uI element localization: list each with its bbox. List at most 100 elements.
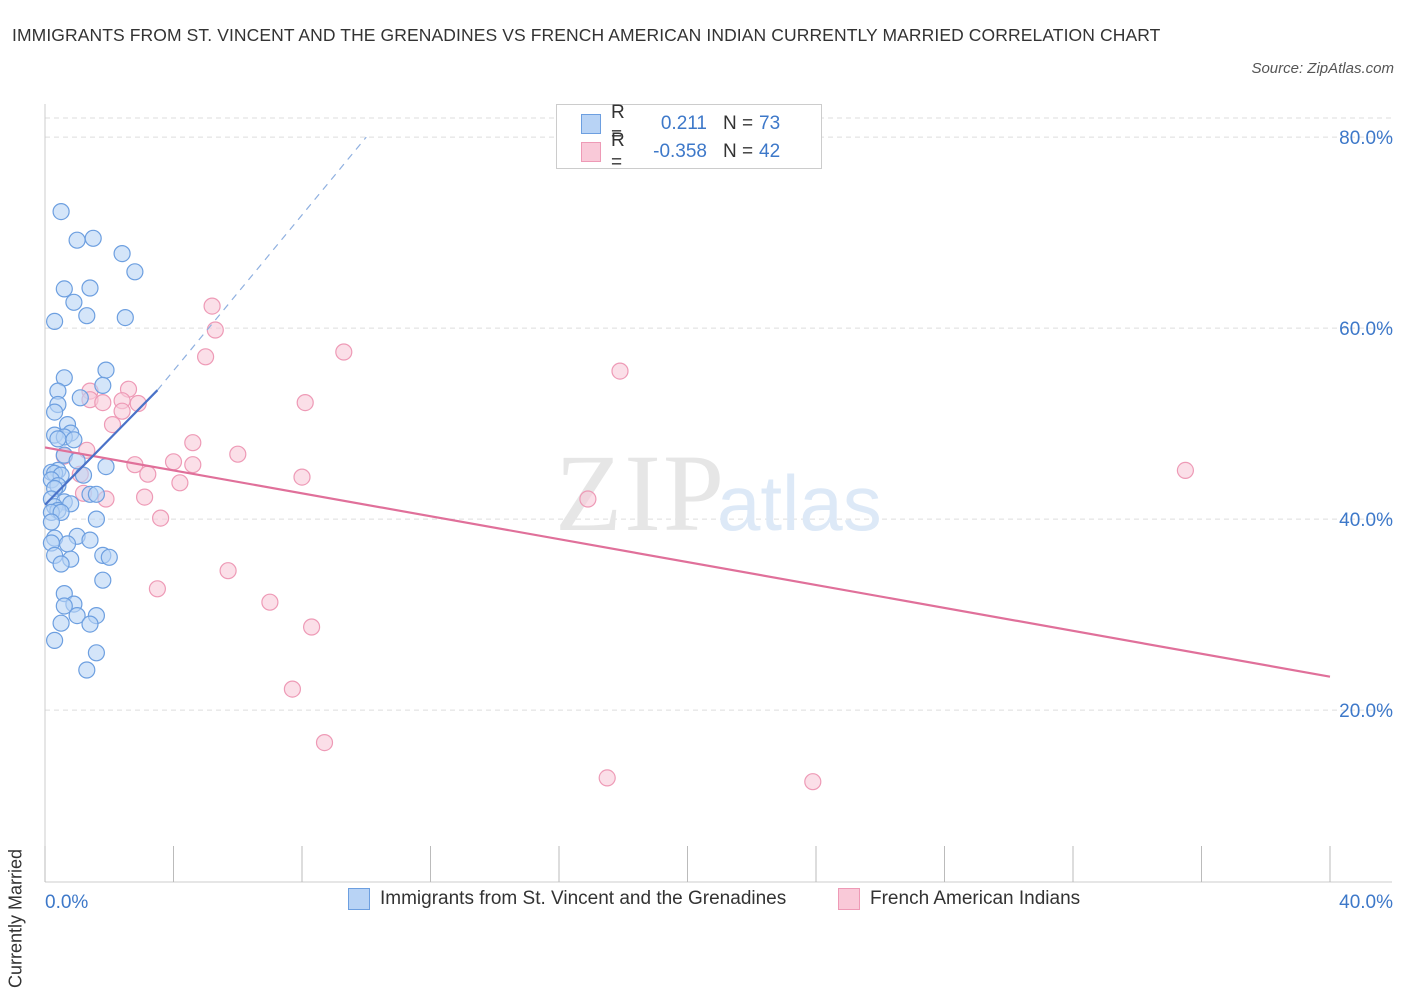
pink-data-point [184,434,202,452]
blue-data-point [49,430,67,448]
x-tick-label: 40.0% [1339,892,1393,913]
blue-data-point [42,513,61,531]
blue-data-point [58,535,77,553]
stats-row-blue: R = 0.211 N = 73 [581,102,781,145]
trend-lines [44,136,1331,678]
pink-data-point [164,453,183,471]
blue-trend-line [44,389,159,506]
pink-trend-line [44,446,1331,678]
blue-data-point [116,309,134,327]
blue-trend-extension [156,136,367,391]
blue-data-point [87,644,106,662]
pink-data-point [184,456,202,474]
r-value: -0.358 [653,141,707,162]
pink-data-point [229,445,247,463]
blue-data-point [126,263,144,281]
pink-data-point [296,394,314,412]
blue-data-point [94,571,112,589]
pink-data-point [1176,461,1195,479]
grid-lines [45,117,1392,711]
pink-data-point [293,468,311,486]
pink-data-point [136,488,154,506]
y-tick-label: 20.0% [1339,701,1393,722]
pink-data-point [219,562,237,580]
stats-row-pink: R = -0.358 N = 42 [581,130,781,173]
blue-data-point [113,245,131,263]
blue-data-point [45,631,64,650]
pink-data-point [152,509,170,527]
blue-data-point [65,293,83,311]
blue-swatch [581,114,601,134]
y-tick-label: 60.0% [1339,319,1393,340]
blue-data-point [55,597,73,615]
n-value: 73 [759,113,781,134]
blue-data-point [81,279,99,297]
watermark: ZIP atlas [555,432,882,554]
pink-swatch [581,142,601,162]
n-label: N = [723,141,754,162]
blue-data-point [55,280,73,298]
legend-label: Immigrants from St. Vincent and the Gren… [380,888,787,909]
scatter-chart: ZIP atlas 20.0% 40.0% 60.0% 80.0% 0.0% 40.0% [42,104,1393,913]
blue-data-point [52,555,70,573]
pink-data-point [579,490,597,508]
n-value: 42 [759,141,781,162]
blue-data-point [97,458,115,476]
pink-data-point [103,416,122,434]
pink-data-point [598,769,616,787]
y-axis-label: Currently Married [5,848,26,988]
watermark-zip: ZIP [555,432,726,554]
blue-swatch [348,888,370,910]
blue-data-point [52,614,70,632]
blue-data-point [45,312,64,330]
pink-data-point [315,733,334,752]
blue-data-point [81,531,99,549]
blue-data-point [45,403,64,421]
stats-legend: R = 0.211 N = 73 R = -0.358 N = 42 [556,102,822,173]
watermark-atlas: atlas [717,459,882,547]
pink-data-point [611,362,629,380]
blue-data-point [87,485,106,503]
pink-data-point [203,297,221,315]
series-legend: Immigrants from St. Vincent and the Gren… [0,888,1406,916]
tick-labels: 20.0% 40.0% 60.0% 80.0% 0.0% 40.0% [45,128,1393,913]
legend-item-immigrants[interactable]: Immigrants from St. Vincent and the Gren… [348,888,786,910]
y-tick-label: 40.0% [1339,510,1393,531]
blue-point-layer [42,203,144,679]
x-tick-label: 0.0% [45,892,88,913]
legend-item-french-american-indians[interactable]: French American Indians [838,888,1080,910]
blue-data-point [78,307,96,325]
axes [44,104,1392,883]
blue-data-point [71,389,89,407]
pink-data-point [148,580,166,598]
y-tick-label: 80.0% [1339,128,1393,149]
blue-data-point [97,361,115,379]
blue-data-point [74,466,93,484]
r-value: 0.211 [660,113,707,134]
blue-data-point [68,606,86,625]
pink-data-point [94,394,112,412]
pink-data-point [804,773,822,791]
blue-data-point [94,376,112,394]
pink-data-point [206,321,224,339]
blue-data-point [81,615,99,633]
blue-data-point [84,229,102,247]
blue-data-point [52,203,70,221]
pink-data-point [283,680,301,698]
pink-data-point [303,618,321,636]
pink-data-point [139,465,157,483]
blue-data-point [87,510,106,528]
source-credit: Source: ZipAtlas.com [1251,60,1394,77]
pink-data-point [129,394,147,413]
pink-swatch [838,888,860,910]
legend-label: French American Indians [870,888,1081,909]
blue-data-point [78,661,96,679]
blue-data-point [68,231,86,249]
n-label: N = [723,113,754,134]
r-label: R = [611,130,625,173]
r-label: R = [611,102,625,145]
pink-data-point [335,343,353,361]
blue-data-point [65,431,83,449]
pink-data-point [171,474,189,492]
pink-data-point [113,402,131,420]
